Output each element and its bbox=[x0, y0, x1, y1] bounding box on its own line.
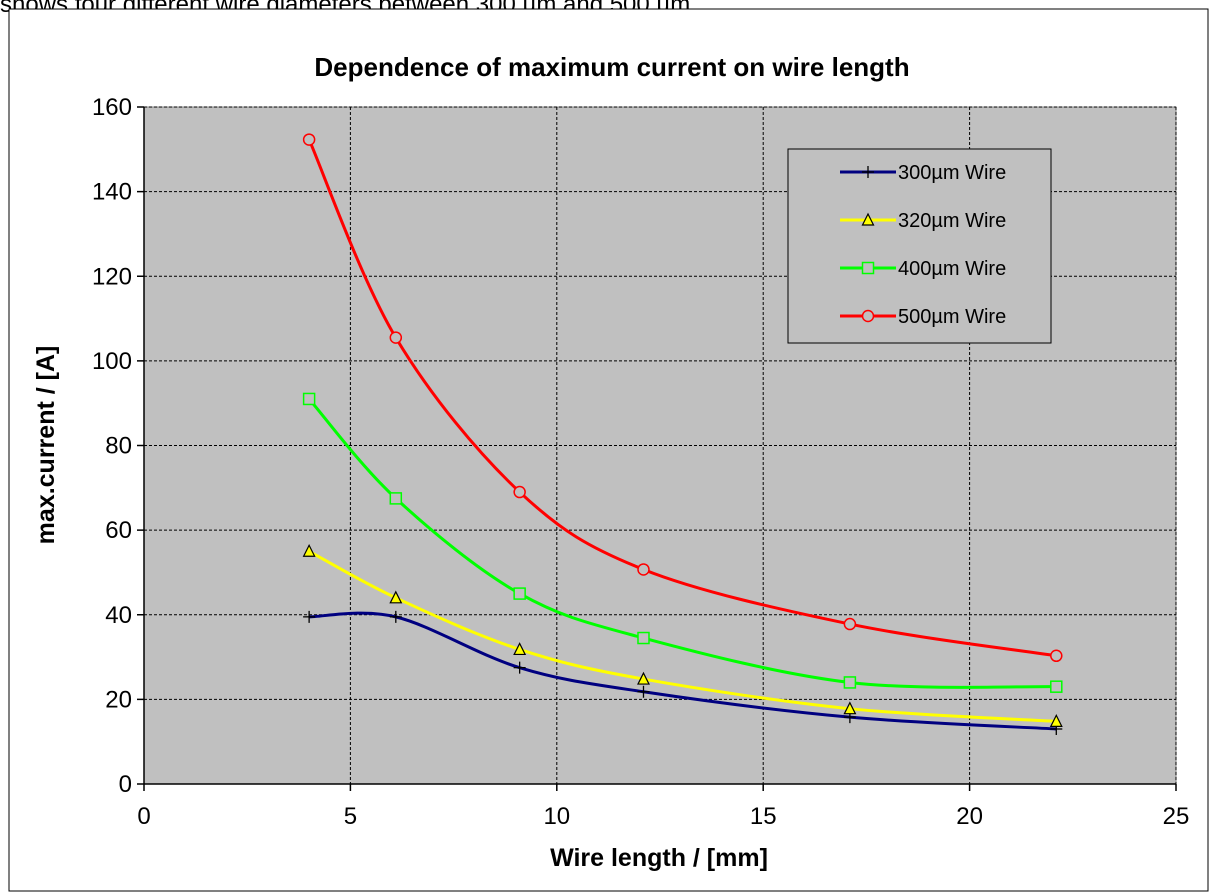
data-point-series-2 bbox=[302, 392, 316, 406]
chart-title: Dependence of maximum current on wire le… bbox=[314, 52, 909, 82]
data-point-series-1 bbox=[302, 543, 316, 557]
data-point-series-1 bbox=[389, 590, 403, 604]
x-axis-label: Wire length / [mm] bbox=[550, 844, 768, 872]
data-point-series-2 bbox=[389, 492, 403, 505]
data-point-series-3 bbox=[513, 485, 526, 499]
legend-marker-2 bbox=[861, 261, 875, 275]
y-tick-label: 140 bbox=[92, 179, 132, 206]
x-tick-label: 15 bbox=[750, 803, 777, 830]
x-tick-label: 5 bbox=[344, 803, 357, 830]
data-point-series-2 bbox=[637, 631, 650, 645]
data-point-series-3 bbox=[843, 617, 857, 631]
legend-label-2: 400µm Wire bbox=[898, 258, 1006, 280]
legend-label-0: 300µm Wire bbox=[898, 162, 1006, 184]
x-tick-label: 0 bbox=[137, 803, 150, 830]
data-point-series-2 bbox=[843, 676, 857, 689]
y-tick-label: 0 bbox=[119, 771, 132, 798]
series-line-3 bbox=[307, 138, 1057, 658]
y-tick-label: 80 bbox=[105, 433, 132, 460]
legend: 300µm Wire 320µm Wire 400µm Wire 500µm Wire bbox=[787, 148, 1052, 344]
data-point-series-1 bbox=[513, 642, 527, 656]
data-point-series-0 bbox=[513, 661, 526, 674]
data-point-series-3 bbox=[1050, 649, 1063, 663]
y-tick-label: 160 bbox=[92, 94, 132, 121]
legend-marker-1 bbox=[861, 212, 875, 226]
data-point-series-3 bbox=[637, 563, 650, 576]
x-tick-label: 20 bbox=[956, 803, 983, 830]
data-point-series-1 bbox=[843, 701, 857, 715]
data-point-series-1 bbox=[637, 671, 650, 685]
legend-box bbox=[787, 148, 1052, 344]
x-tick-label: 25 bbox=[1163, 803, 1190, 830]
data-point-series-1 bbox=[1049, 714, 1063, 727]
y-tick-label: 60 bbox=[105, 517, 132, 544]
y-tick-label: 20 bbox=[105, 686, 132, 713]
y-tick-label: 40 bbox=[105, 602, 132, 629]
data-point-series-2 bbox=[513, 587, 526, 600]
legend-marker-0 bbox=[862, 166, 874, 178]
y-tick-label: 100 bbox=[92, 348, 132, 375]
y-axis-label: max.current / [A] bbox=[32, 346, 60, 545]
data-point-series-3 bbox=[302, 133, 316, 146]
legend-marker-3 bbox=[861, 309, 875, 323]
legend-label-3: 500µm Wire bbox=[898, 306, 1006, 328]
legend-label-1: 320µm Wire bbox=[898, 210, 1006, 232]
data-point-series-0 bbox=[303, 610, 316, 623]
y-tick-label: 120 bbox=[92, 263, 132, 290]
data-point-series-2 bbox=[1050, 680, 1063, 693]
data-point-series-0 bbox=[637, 685, 650, 698]
data-point-series-0 bbox=[389, 610, 402, 623]
x-tick-label: 10 bbox=[543, 803, 570, 830]
data-point-series-3 bbox=[389, 331, 403, 344]
